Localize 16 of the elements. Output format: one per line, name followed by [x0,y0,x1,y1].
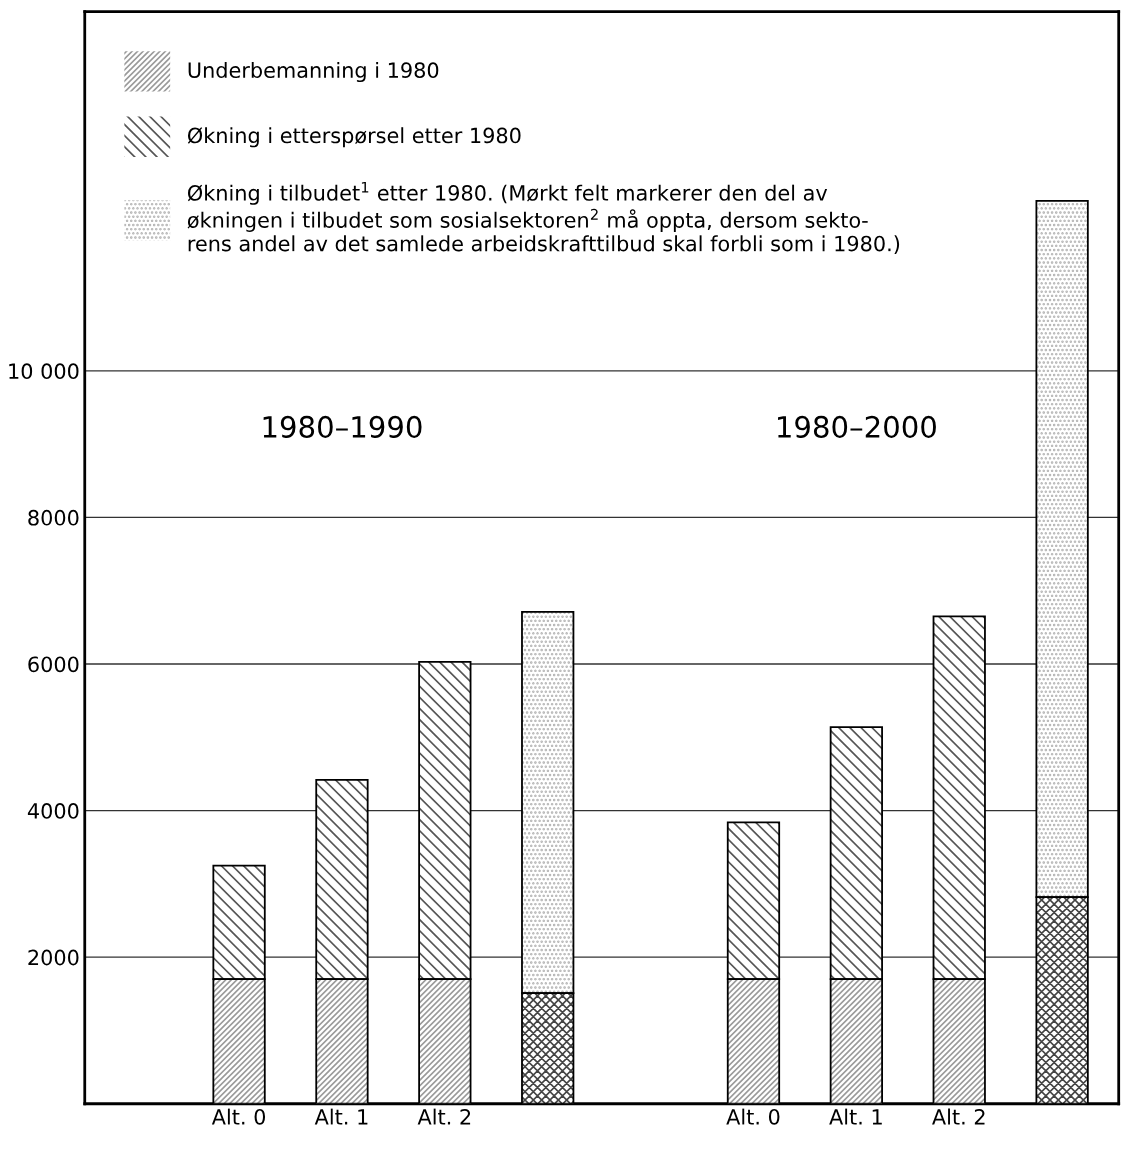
y-tick-label: 4000 [27,803,79,819]
x-tick-label: Alt. 1 [829,1108,882,1125]
legend-label: Økning i etterspørsel etter 1980 [187,127,521,148]
x-tick-label: Alt. 2 [932,1108,985,1125]
x-tick-label: Alt. 0 [726,1108,780,1125]
y-tick-label: 10 000 [9,363,79,380]
legend-label: Økning i tilbudet$^{1}$ etter 1980. (Mørkt felt markerer den del av økningen i tilbudet som sosialsektoren$^{2}$ må oppta, dersom sekto- rens andel av det samlede arbeidskrafttilbud skal forbli som i 1980.) [187,181,900,254]
y-tick-label: 2000 [28,949,79,966]
annotation: 1980–1990 [263,415,422,438]
x-tick-label: Alt. 0 [211,1108,266,1125]
x-tick-label: Alt. 2 [417,1108,471,1125]
legend-label: Underbemanning i 1980 [188,61,439,83]
y-tick-label: 6000 [28,656,79,673]
x-tick-label: Alt. 1 [314,1108,368,1125]
annotation: 1980–2000 [778,415,936,438]
y-tick-label: 8000 [28,509,79,526]
